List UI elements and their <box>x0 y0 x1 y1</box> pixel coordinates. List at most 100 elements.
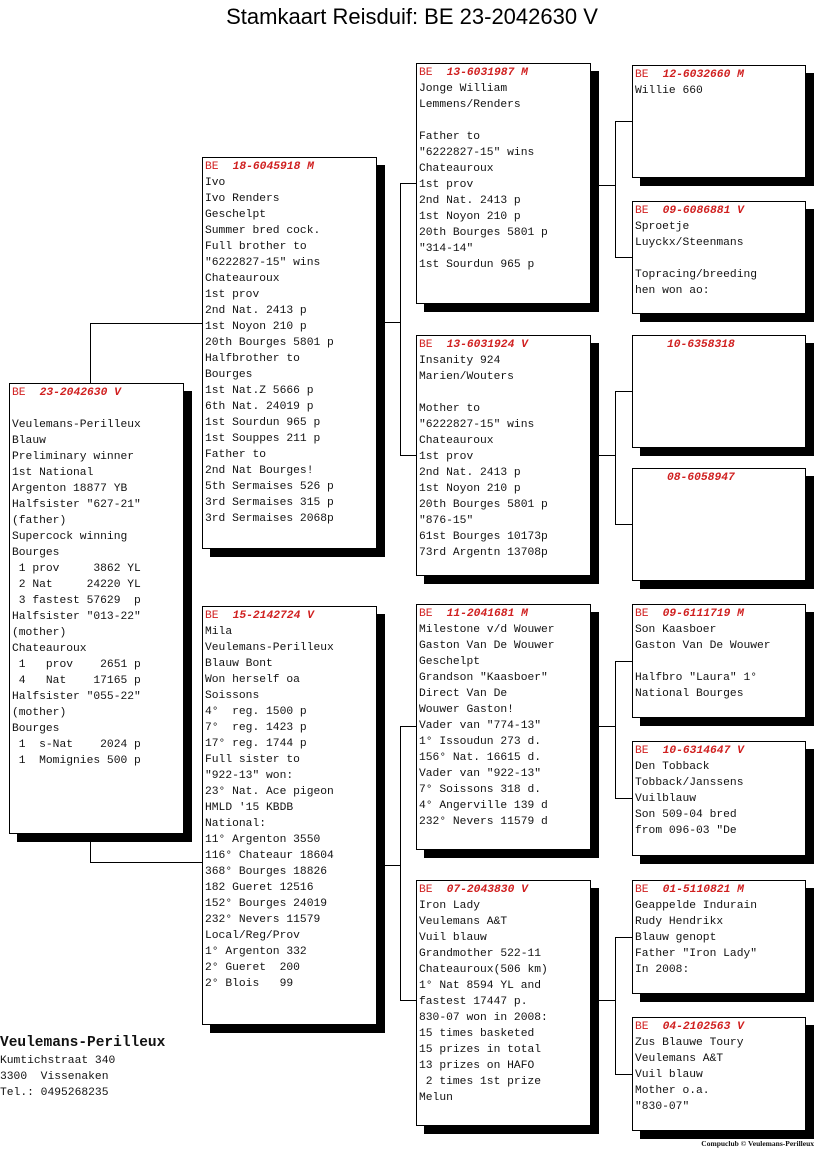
card-line: Rudy Hendrikx <box>635 916 724 928</box>
ring-number: BE 10-6314647 V <box>635 743 803 759</box>
card-line: 20th Bourges 5801 p <box>205 337 334 349</box>
card-line: Veulemans-Perilleux <box>12 419 141 431</box>
card-line: (mother) <box>12 707 67 719</box>
connector-line <box>400 183 401 456</box>
card-line: Geschelpt <box>205 209 267 221</box>
card-line: Milestone v/d Wouwer <box>419 624 555 636</box>
pigeon-card-ff: BE 13-6031987 M Jonge William Lemmens/Rende… <box>416 63 591 304</box>
card-line: 1° Argenton 332 <box>205 946 307 958</box>
card-line: 20th Bourges 5801 p <box>419 499 548 511</box>
pigeon-card-subject: BE 23-2042630 V Veulemans-Perilleux Blauw Pr… <box>9 383 184 834</box>
card-line: Father to <box>419 131 481 143</box>
connector-line <box>90 862 202 863</box>
ring-id: 23-2042630 V <box>39 387 121 399</box>
card-line: Vuilblauw <box>635 793 697 805</box>
card-line: Supercock winning <box>12 531 128 543</box>
pigeon-card-father: BE 18-6045918 M Ivo Ivo Renders Geschelpt Sum… <box>202 157 377 549</box>
card-line: 2 times 1st prize <box>419 1076 542 1088</box>
card-line: 4° Angerville 139 d <box>419 800 548 812</box>
card-line: "876-15" <box>419 515 474 527</box>
ring-id: 01-5110821 M <box>662 884 744 896</box>
card-line: Grandmother 522-11 <box>419 948 542 960</box>
ring-id: 11-2041681 M <box>446 608 528 620</box>
card-line: Vuil blauw <box>635 1069 703 1081</box>
card-line: Veulemans A&T <box>635 1053 724 1065</box>
card-line: Direct Van De <box>419 688 508 700</box>
card-line: Mother to <box>419 403 481 415</box>
ring-number: 10-6358318 <box>635 337 803 353</box>
card-line: 7° reg. 1423 p <box>205 722 307 734</box>
connector-line <box>592 185 616 186</box>
connector-line <box>90 834 91 863</box>
card-line: Father to <box>205 449 267 461</box>
connector-line <box>400 726 416 727</box>
connector-line <box>400 455 416 456</box>
pigeon-card-fff: BE 12-6032660 M Willie 660 <box>632 65 806 178</box>
card-line: Insanity 924 <box>419 355 501 367</box>
ring-id: 13-6031924 V <box>446 339 528 351</box>
pigeon-card-mff: BE 09-6111719 M Son Kaasboer Gaston Van De … <box>632 604 806 718</box>
pigeon-card-mother: BE 15-2142724 V Mila Veulemans-Perilleux Bla… <box>202 606 377 1025</box>
country-prefix: BE <box>635 745 649 757</box>
card-line: 4° reg. 1500 p <box>205 706 307 718</box>
card-line: 156° Nat. 16615 d. <box>419 752 542 764</box>
card-line: 7° Soissons 318 d. <box>419 784 542 796</box>
pigeon-card-fmf: 10-6358318 <box>632 335 806 448</box>
card-line: Full brother to <box>205 241 307 253</box>
card-line: 2° Blois 99 <box>205 978 294 990</box>
card-line: 1 prov 2651 p <box>12 659 141 671</box>
country-prefix: BE <box>635 884 649 896</box>
card-line: Lemmens/Renders <box>419 99 521 111</box>
card-line: 368° Bourges 18826 <box>205 866 328 878</box>
ring-number: BE 09-6086881 V <box>635 203 803 219</box>
pigeon-card-ffm: BE 09-6086881 V Sproetje Luyckx/Steenmans To… <box>632 201 806 314</box>
card-line: (mother) <box>12 627 67 639</box>
connector-line <box>592 1000 616 1001</box>
ring-id: 04-2102563 V <box>662 1021 744 1033</box>
card-line: Halfbro "Laura" 1° <box>635 672 758 684</box>
connector-line <box>615 391 616 524</box>
card-line: Vader van "774-13" <box>419 720 542 732</box>
card-line: 1 prov 3862 YL <box>12 563 141 575</box>
card-line: Tobback/Janssens <box>635 777 744 789</box>
card-line: 11° Argenton 3550 <box>205 834 321 846</box>
card-line: 1st Sourdun 965 p <box>205 417 321 429</box>
card-line: 4 Nat 17165 p <box>12 675 141 687</box>
card-line: Ivo Renders <box>205 193 280 205</box>
card-line: National Bourges <box>635 688 744 700</box>
connector-line <box>615 661 632 662</box>
card-line: Jonge William <box>419 83 508 95</box>
card-line: Chateauroux <box>205 273 280 285</box>
card-line: Won herself oa <box>205 674 300 686</box>
page-title: Stamkaart Reisduif: BE 23-2042630 V <box>226 4 598 29</box>
connector-line <box>400 1000 416 1001</box>
card-line: Son 509-04 bred <box>635 809 737 821</box>
card-line: Wouwer Gaston! <box>419 704 514 716</box>
card-line: Local/Reg/Prov <box>205 930 300 942</box>
card-line: Son Kaasboer <box>635 624 717 636</box>
card-line: 23° Nat. Ace pigeon <box>205 786 334 798</box>
card-line: Vader van "922-13" <box>419 768 542 780</box>
card-line: 2nd Nat Bourges! <box>205 465 314 477</box>
country-prefix: BE <box>205 610 219 622</box>
card-line: 3rd Sermaises 315 p <box>205 497 334 509</box>
card-line: Mila <box>205 626 233 638</box>
card-line: Gaston Van De Wouwer <box>419 640 555 652</box>
connector-line <box>400 726 401 1001</box>
card-line: fastest 17447 p. <box>419 996 528 1008</box>
connector-line <box>615 1074 632 1075</box>
card-line: 15 prizes in total <box>419 1044 542 1056</box>
card-line: 1 Momignies 500 p <box>12 755 141 767</box>
card-line: 1st National <box>12 467 94 479</box>
card-line: Halfsister "055-22" <box>12 691 141 703</box>
ring-number: BE 13-6031987 M <box>419 65 588 81</box>
card-line: 5th Sermaises 526 p <box>205 481 334 493</box>
card-line: 182 Gueret 12516 <box>205 882 314 894</box>
card-line: Bourges <box>205 369 253 381</box>
card-line: Halfsister "013-22" <box>12 611 141 623</box>
country-prefix: BE <box>635 608 649 620</box>
card-line: Father "Iron Lady" <box>635 948 758 960</box>
card-line: 116° Chateaur 18604 <box>205 850 334 862</box>
owner-block: Veulemans-Perilleux Kumtichstraat 340 33… <box>0 1033 165 1101</box>
card-line: 1st Sourdun 965 p <box>419 259 535 271</box>
